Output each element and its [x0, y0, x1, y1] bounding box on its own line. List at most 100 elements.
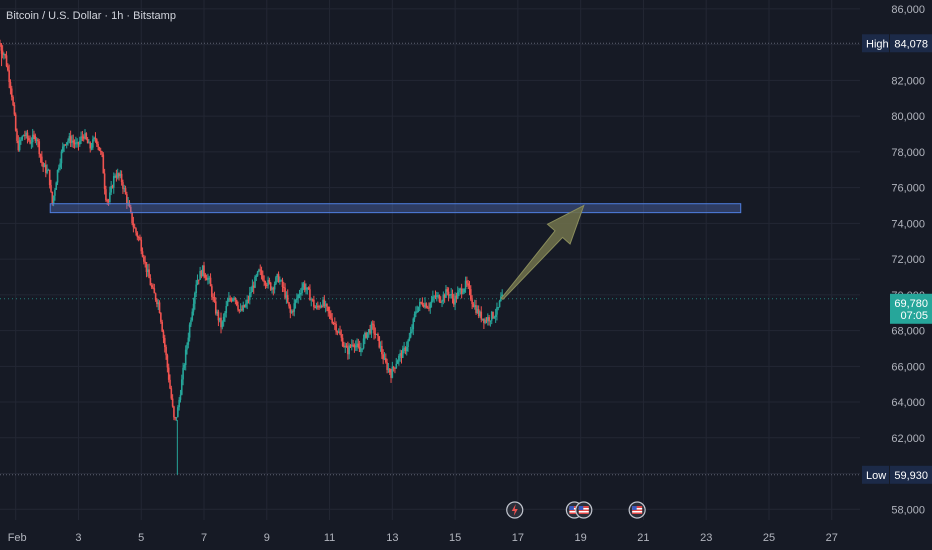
candle: [132, 216, 135, 233]
candle: [358, 340, 361, 353]
candle-body: [471, 299, 473, 304]
x-tick-label: 23: [700, 532, 712, 544]
candle: [59, 158, 61, 171]
candle: [460, 283, 463, 299]
candle-body: [362, 338, 365, 349]
candle: [58, 164, 60, 173]
candle-body: [265, 284, 268, 286]
candle-body: [252, 285, 255, 288]
candle: [379, 341, 382, 352]
candle: [301, 282, 303, 296]
candle: [122, 179, 124, 194]
candle-body: [354, 345, 357, 348]
candle-body: [447, 291, 450, 296]
candle: [136, 231, 139, 241]
candle: [366, 332, 369, 340]
candle: [451, 289, 454, 304]
candle: [75, 136, 77, 148]
candle: [31, 128, 34, 148]
candle-body: [371, 323, 374, 325]
candle-body: [361, 348, 364, 350]
price-tag-value-bg: [890, 293, 932, 324]
candle: [162, 329, 165, 344]
candle: [55, 181, 58, 190]
candle-body: [463, 289, 466, 293]
candle: [222, 313, 225, 327]
candle: [485, 317, 488, 324]
candle-body: [199, 271, 201, 280]
candle-body: [148, 269, 150, 279]
candle-body: [439, 301, 442, 303]
candle-body: [43, 164, 46, 168]
y-tick-label: 66,000: [891, 361, 925, 373]
candle-body: [201, 265, 204, 277]
candle: [417, 306, 420, 313]
candle-body: [269, 282, 272, 290]
candle-body: [5, 55, 8, 67]
candle-body: [310, 299, 313, 301]
candle-body: [408, 337, 411, 341]
candle-body: [281, 280, 284, 288]
candle-body: [280, 280, 282, 282]
candle-body: [218, 317, 221, 321]
candle: [27, 135, 30, 142]
candle-body: [391, 366, 394, 378]
candle-body: [90, 147, 93, 149]
candle-body: [63, 144, 65, 147]
candle-body: [479, 311, 481, 317]
candle-body: [458, 290, 460, 293]
candle-body: [105, 189, 107, 201]
candle-body: [42, 162, 44, 168]
x-tick-label: 25: [763, 532, 775, 544]
candle: [367, 328, 370, 338]
candle-body: [226, 301, 229, 307]
y-tick-label: 72,000: [891, 254, 925, 266]
candle: [1, 45, 4, 59]
candle-body: [348, 345, 350, 355]
candle: [297, 293, 299, 304]
candle: [234, 297, 237, 305]
candle-body: [44, 164, 47, 173]
candle: [201, 265, 204, 277]
candle: [194, 291, 196, 310]
candle: [386, 358, 388, 374]
candle: [139, 234, 141, 241]
candle-body: [128, 202, 131, 208]
candle-body: [140, 239, 143, 252]
candle-body: [8, 70, 10, 83]
candle-body: [0, 43, 1, 46]
candle: [4, 53, 7, 59]
candle-body: [41, 156, 43, 163]
candle: [468, 280, 471, 296]
candle-body: [248, 292, 251, 300]
candle: [476, 305, 479, 314]
candle-body: [205, 277, 208, 281]
candle: [105, 185, 107, 202]
candle: [344, 342, 347, 354]
candle: [392, 365, 395, 372]
candle: [50, 179, 52, 193]
candle-body: [331, 318, 333, 323]
candle: [365, 331, 367, 339]
projection-arrow: [500, 204, 585, 301]
candle-body: [177, 407, 179, 418]
candle-body: [358, 347, 361, 352]
candle: [161, 319, 163, 333]
candle: [277, 271, 280, 283]
candle: [303, 280, 306, 293]
candle: [230, 297, 233, 303]
candle: [203, 261, 205, 279]
candle-body: [404, 347, 407, 352]
candle: [46, 164, 48, 175]
candle: [107, 198, 110, 206]
x-tick-label: 11: [324, 532, 335, 544]
candle-body: [126, 194, 128, 204]
candle-body: [455, 295, 458, 299]
candle: [140, 236, 143, 255]
x-tick-label: 7: [201, 532, 207, 544]
candle-body: [493, 316, 496, 318]
candle-body: [220, 317, 222, 328]
candle-body: [481, 318, 484, 320]
candle-body: [12, 97, 14, 106]
